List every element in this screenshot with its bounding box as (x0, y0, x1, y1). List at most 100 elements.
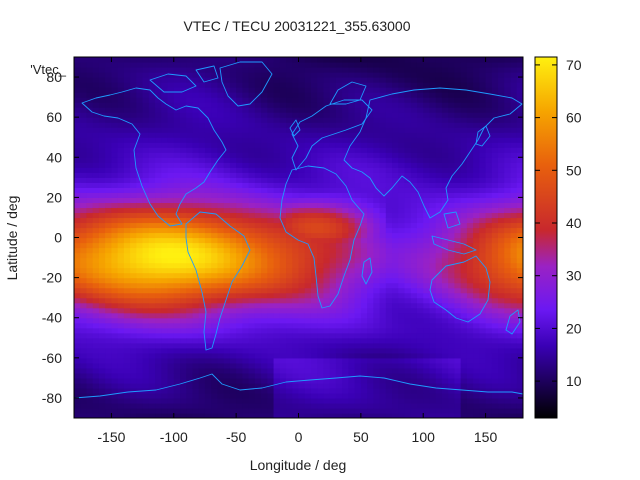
heatmap-cell (92, 177, 100, 183)
heatmap-cell (204, 57, 212, 63)
heatmap-cell (130, 297, 137, 304)
heatmap-cell (92, 302, 100, 309)
heatmap-cell (98, 387, 106, 394)
heatmap-cell (448, 57, 456, 63)
heatmap-cell (367, 122, 374, 128)
heatmap-cell (354, 172, 362, 178)
heatmap-cell (180, 387, 187, 394)
heatmap-cell (404, 312, 412, 319)
heatmap-cell (105, 192, 113, 198)
heatmap-cell (435, 272, 443, 279)
heatmap-cell (398, 107, 406, 113)
heatmap-cell (236, 297, 243, 304)
heatmap-cell (204, 227, 212, 234)
heatmap-cell (304, 112, 312, 118)
heatmap-cell (254, 67, 262, 73)
heatmap-cell (329, 262, 337, 269)
heatmap-cell (105, 247, 113, 254)
heatmap-cell (123, 347, 131, 354)
heatmap-cell (342, 387, 349, 394)
heatmap-cell (217, 202, 225, 209)
heatmap-cell (379, 287, 387, 294)
heatmap-cell (242, 222, 250, 229)
heatmap-cell (404, 57, 412, 63)
heatmap-cell (92, 87, 100, 93)
heatmap-cell (423, 232, 431, 239)
heatmap-cell (86, 407, 94, 414)
heatmap-cell (80, 202, 88, 209)
heatmap-cell (136, 207, 144, 214)
heatmap-cell (155, 232, 162, 239)
heatmap-cell (248, 92, 256, 98)
heatmap-cell (379, 402, 387, 409)
heatmap-cell (373, 257, 381, 264)
heatmap-cell (342, 202, 349, 209)
heatmap-cell (198, 397, 206, 404)
heatmap-cell (204, 382, 212, 389)
heatmap-cell (117, 157, 125, 163)
heatmap-cell (473, 312, 480, 319)
heatmap-cell (204, 162, 212, 168)
heatmap-cell (273, 397, 281, 404)
heatmap-cell (479, 212, 487, 219)
heatmap-cell (292, 132, 300, 138)
heatmap-cell (286, 157, 293, 163)
heatmap-cell (261, 262, 268, 269)
heatmap-cell (379, 312, 387, 319)
heatmap-cell (385, 137, 393, 143)
heatmap-cell (186, 117, 194, 123)
heatmap-cell (479, 82, 487, 88)
heatmap-cell (441, 147, 449, 153)
heatmap-cell (448, 152, 456, 158)
heatmap-cell (161, 262, 169, 269)
heatmap-cell (80, 317, 88, 324)
heatmap-cell (416, 337, 424, 344)
heatmap-cell (498, 92, 505, 98)
heatmap-cell (454, 247, 462, 254)
heatmap-cell (410, 167, 418, 173)
heatmap-cell (130, 137, 137, 143)
heatmap-cell (80, 347, 88, 354)
heatmap-cell (111, 412, 119, 418)
heatmap-cell (273, 97, 281, 103)
heatmap-cell (448, 102, 456, 108)
heatmap-cell (74, 72, 81, 78)
heatmap-cell (92, 242, 100, 249)
heatmap-cell (379, 292, 387, 299)
heatmap-cell (198, 302, 206, 309)
heatmap-cell (292, 227, 300, 234)
heatmap-cell (304, 147, 312, 153)
heatmap-cell (379, 392, 387, 399)
heatmap-cell (267, 187, 275, 193)
heatmap-cell (86, 112, 94, 118)
heatmap-cell (435, 67, 443, 73)
heatmap-cell (111, 267, 119, 274)
heatmap-cell (286, 317, 293, 324)
heatmap-cell (329, 162, 337, 168)
heatmap-cell (498, 137, 505, 143)
heatmap-cell (310, 67, 318, 73)
heatmap-cell (92, 257, 100, 264)
heatmap-cell (435, 242, 443, 249)
heatmap-cell (398, 322, 406, 329)
heatmap-cell (98, 307, 106, 314)
heatmap-cell (373, 67, 381, 73)
heatmap-cell (248, 337, 256, 344)
heatmap-cell (373, 147, 381, 153)
heatmap-cell (136, 82, 144, 88)
heatmap-cell (204, 337, 212, 344)
heatmap-cell (454, 127, 462, 133)
heatmap-cell (423, 332, 431, 339)
heatmap-cell (236, 132, 243, 138)
heatmap-cell (392, 217, 399, 224)
heatmap-cell (192, 367, 200, 374)
heatmap-cell (180, 377, 187, 384)
heatmap-cell (454, 222, 462, 229)
heatmap-cell (74, 222, 81, 229)
heatmap-cell (317, 257, 325, 264)
heatmap-cell (323, 247, 331, 254)
heatmap-cell (123, 127, 131, 133)
heatmap-cell (211, 367, 219, 374)
heatmap-cell (117, 182, 125, 188)
heatmap-cell (273, 337, 281, 344)
